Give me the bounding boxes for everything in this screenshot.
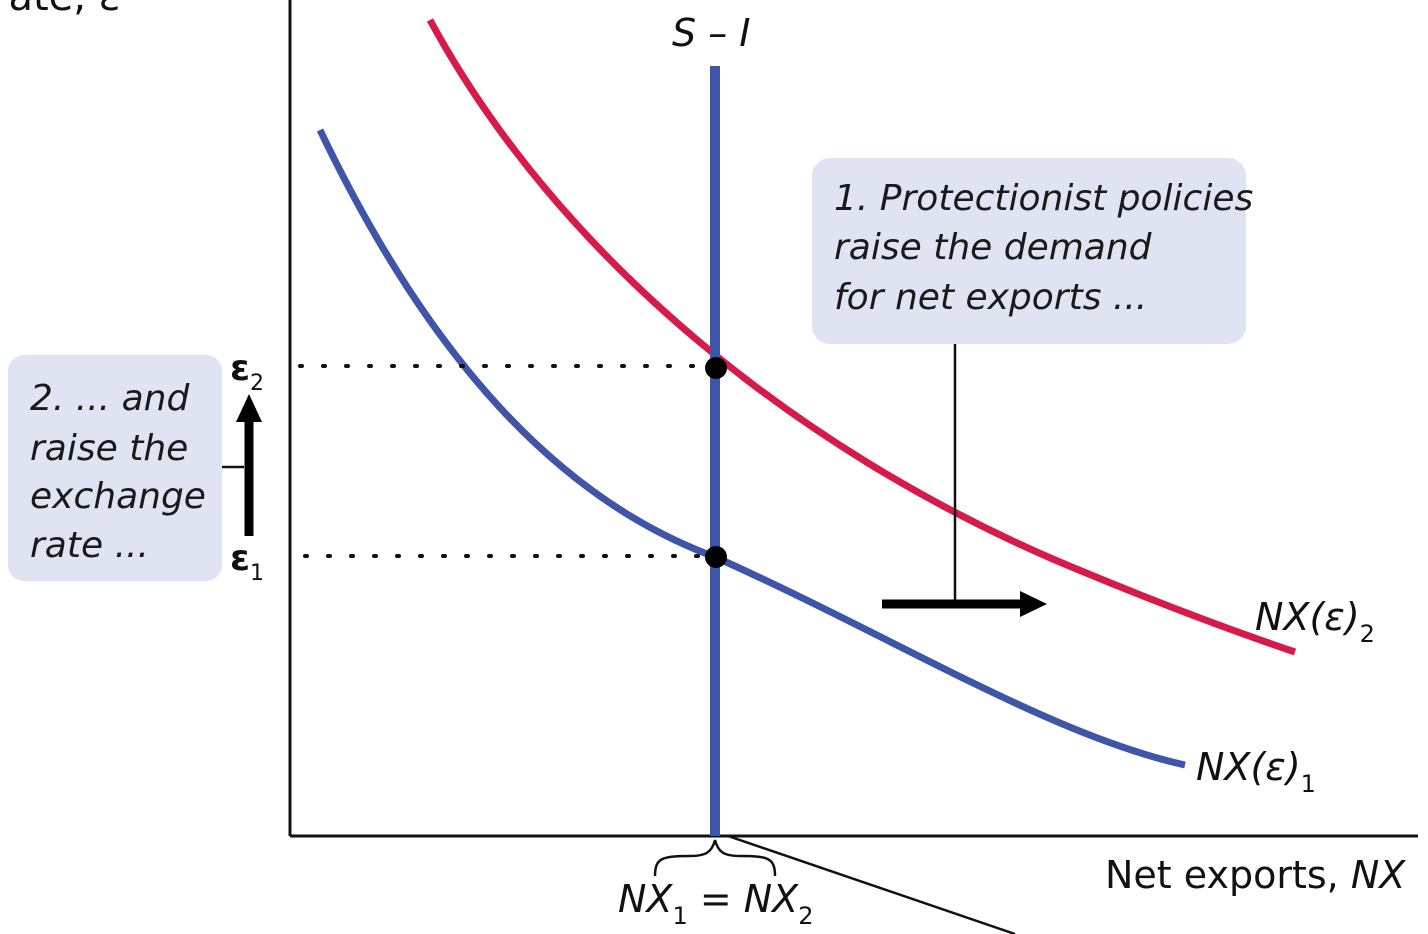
saving-minus-investment-label: S – I: [672, 11, 751, 55]
annotation-2-line-2: raise the: [30, 428, 188, 469]
annotation-2-line-1: 2. ... and: [30, 378, 190, 419]
equilibrium-point-2: [705, 357, 727, 379]
y-axis-label: rate, ε: [0, 0, 120, 20]
x-axis-label: Net exports, NX: [1105, 853, 1406, 897]
annotation-box-2: [8, 355, 222, 581]
annotation-1-line-2: raise the demand: [834, 227, 1153, 268]
annotation-2-line-3: exchange: [30, 476, 206, 517]
nx-equality-leader: [727, 834, 1016, 934]
annotation-1-line-3: for net exports ...: [834, 277, 1147, 318]
nx-equality-label: NX1 = NX2: [618, 877, 814, 930]
annotation-box-1: [812, 158, 1246, 344]
equilibrium-point-1: [705, 546, 727, 568]
e2-label: ε2: [230, 348, 264, 396]
nx-curve-2: [426, 18, 1297, 656]
annotation-2-line-4: rate ...: [30, 525, 149, 566]
demand-shift-arrow-head: [1020, 591, 1047, 617]
nx-equality-brace: [653, 839, 777, 877]
annotation-1-line-1: 1. Protectionist policies: [834, 178, 1253, 219]
nx-curve-1-label: NX(ε)1: [1196, 745, 1316, 798]
rate-rise-arrow-head: [236, 394, 262, 422]
e1-label: ε1: [230, 538, 264, 586]
nx-curve-2-label: NX(ε)2: [1255, 595, 1375, 648]
